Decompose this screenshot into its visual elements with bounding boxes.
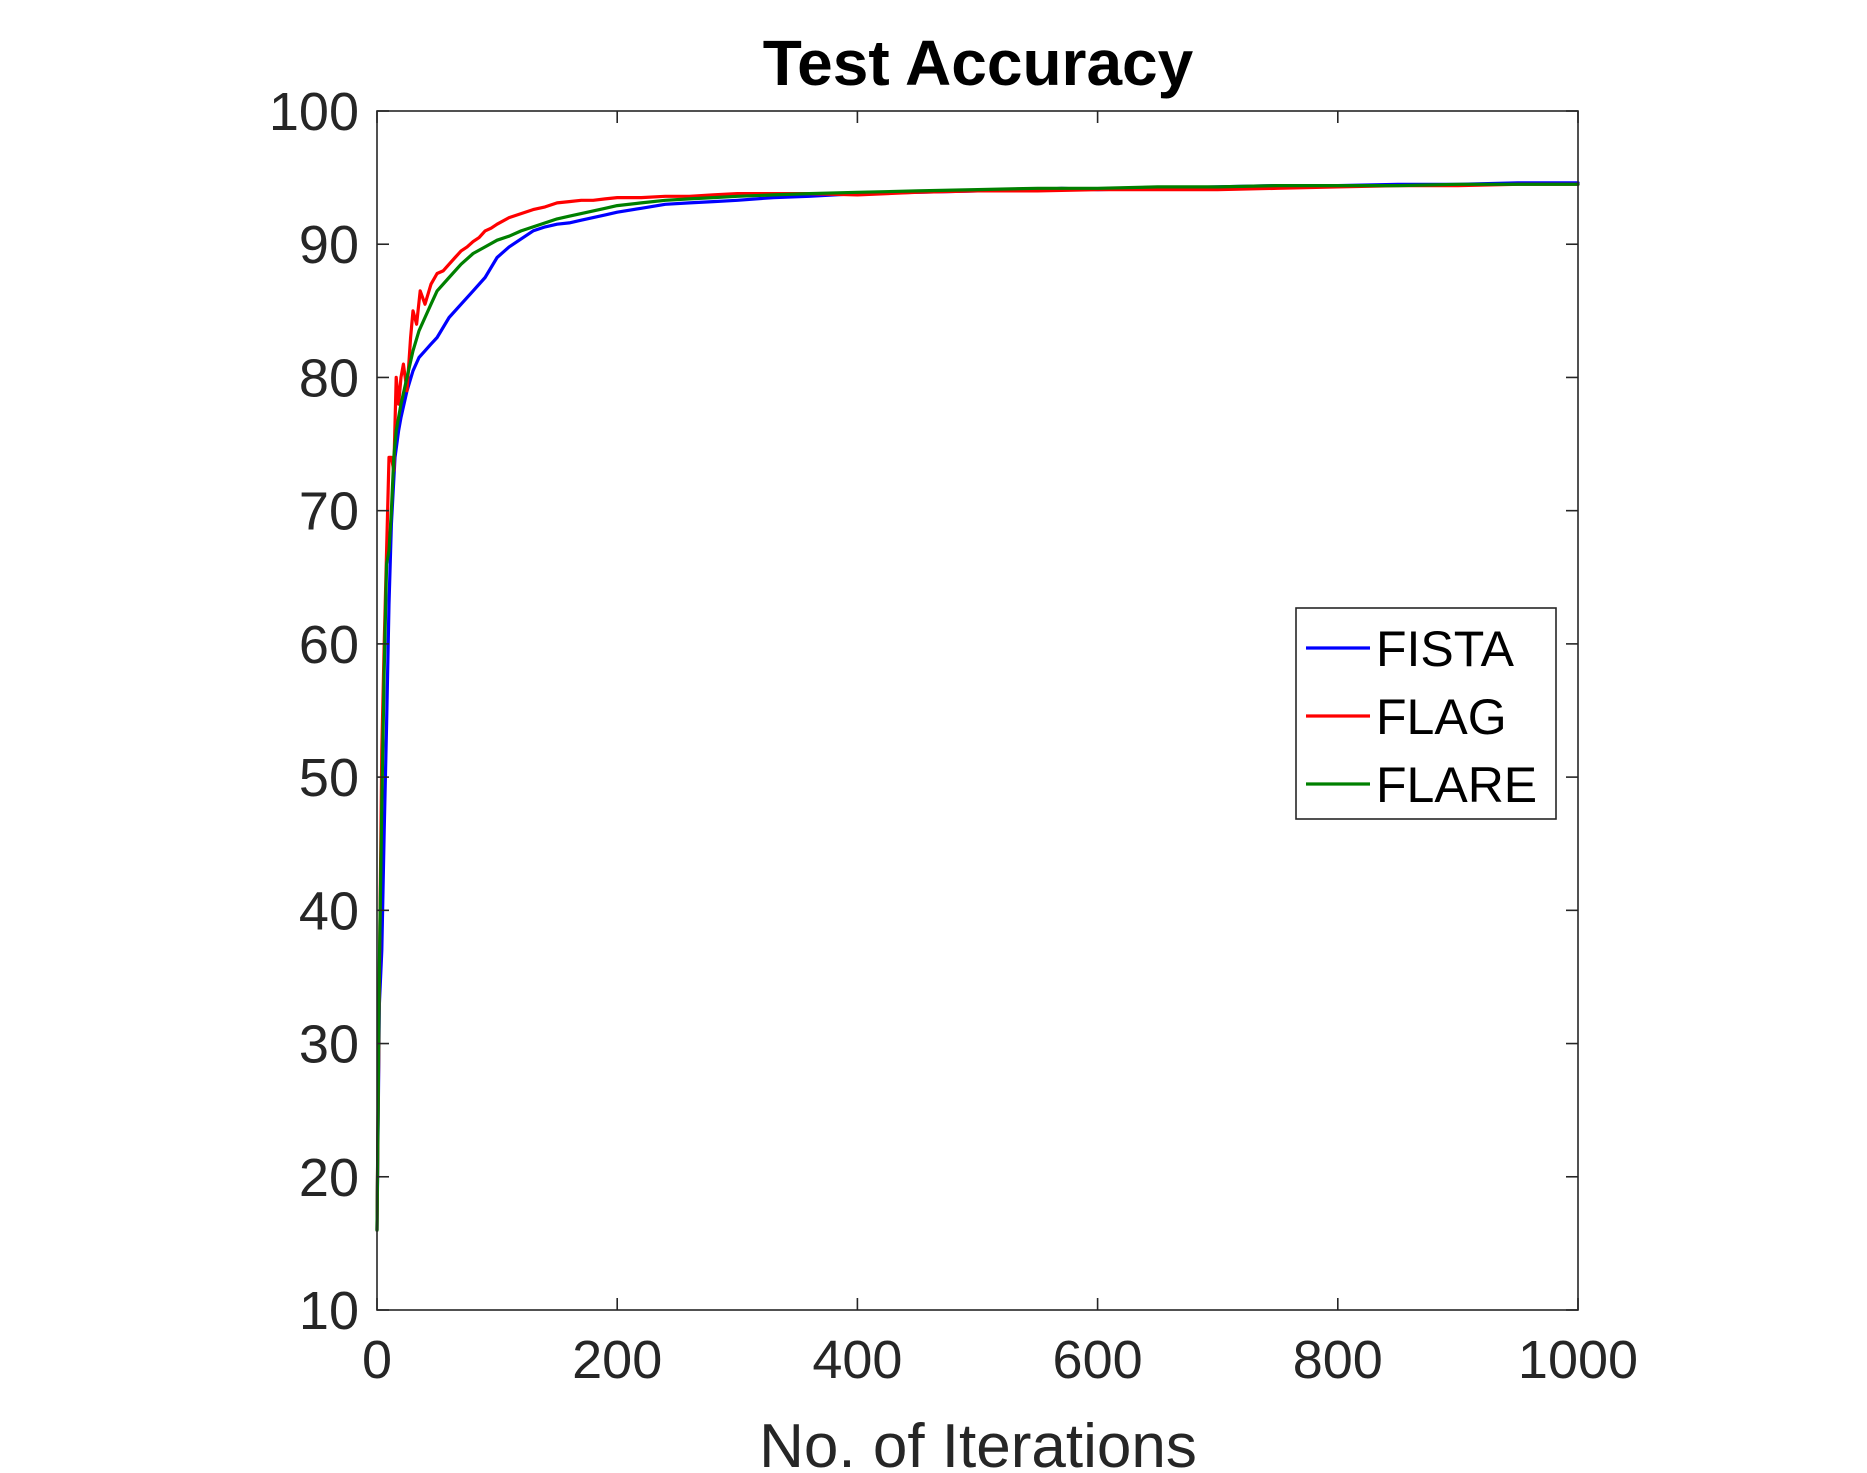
x-tick-label: 200 — [572, 1330, 662, 1390]
y-tick-label: 20 — [299, 1148, 359, 1208]
series-layer — [375, 181, 1580, 1232]
y-tick-label: 70 — [299, 482, 359, 542]
y-tick-label: 50 — [299, 748, 359, 808]
y-tick-label: 60 — [299, 615, 359, 675]
x-tick-label: 0 — [362, 1330, 392, 1390]
y-tick-label: 90 — [299, 215, 359, 275]
y-tick-label: 30 — [299, 1015, 359, 1075]
y-tick-label: 80 — [299, 348, 359, 408]
x-tick-label: 800 — [1293, 1330, 1383, 1390]
series-line-flare — [375, 182, 1580, 1232]
x-tick-label: 400 — [812, 1330, 902, 1390]
legend-label-flare: FLARE — [1376, 757, 1537, 813]
legend-label-flag: FLAG — [1376, 689, 1507, 745]
legend: FISTA FLAG FLARE — [1295, 607, 1557, 820]
x-axis-label: No. of Iterations — [759, 1412, 1197, 1473]
plot-frame — [376, 110, 1579, 1311]
y-tick-label: 100 — [269, 82, 359, 142]
y-tick-label: 40 — [299, 881, 359, 941]
x-tick-label: 1000 — [1518, 1330, 1638, 1390]
ticks-layer: 0 200 400 600 800 1000 10 20 30 40 50 60 70 80 90 100 — [269, 82, 1638, 1390]
chart-title: Test Accuracy — [763, 27, 1194, 99]
y-tick-label: 10 — [299, 1281, 359, 1341]
x-tick-label: 600 — [1053, 1330, 1143, 1390]
legend-label-fista: FISTA — [1376, 621, 1515, 677]
